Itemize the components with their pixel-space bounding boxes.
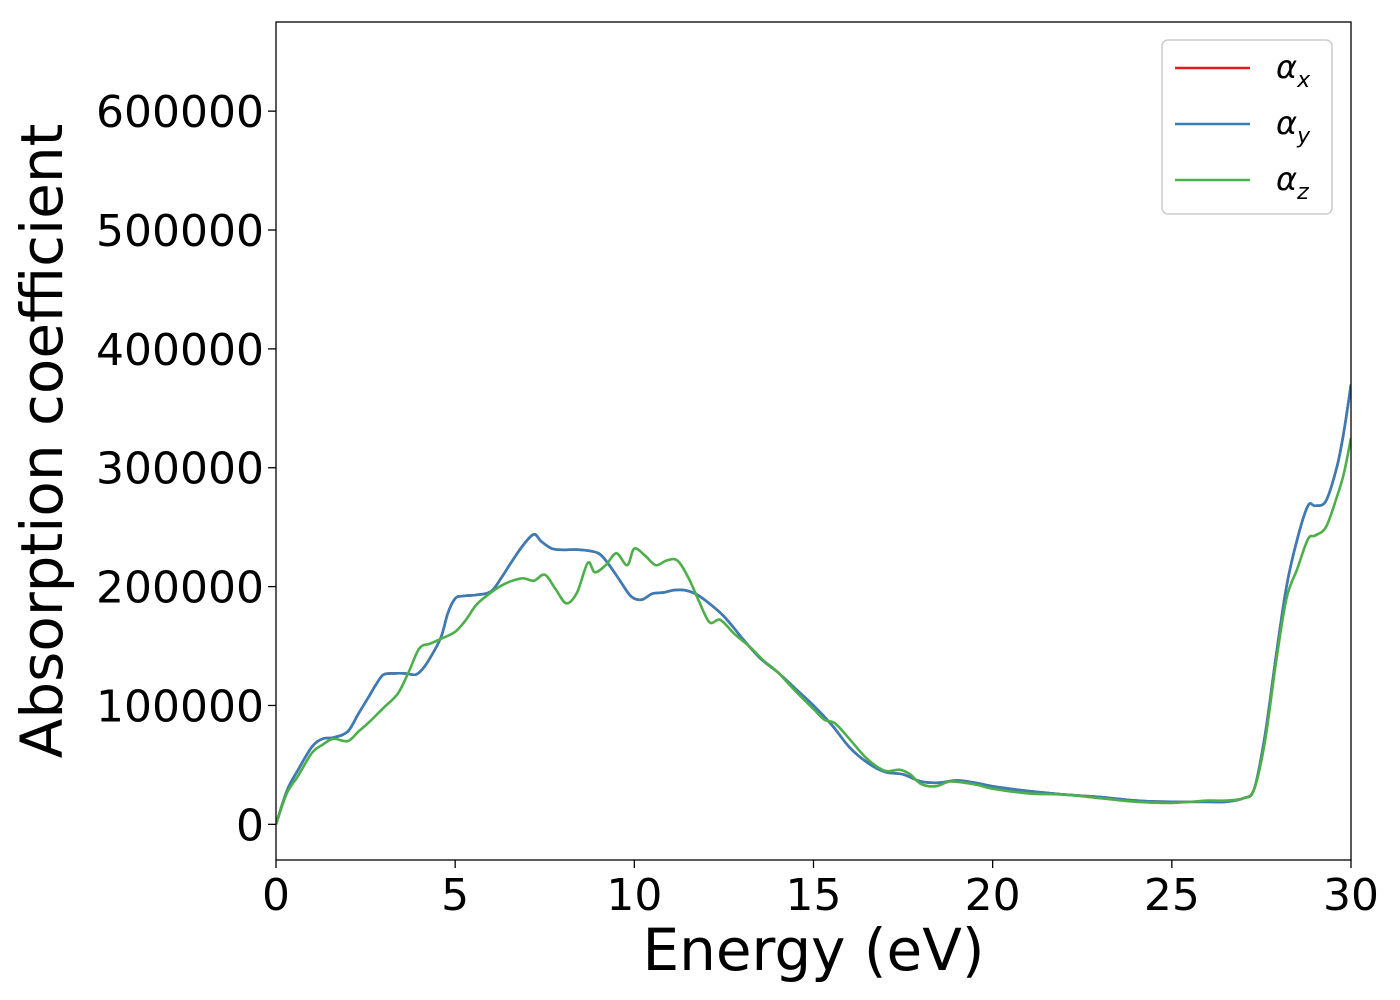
series-line-y <box>276 384 1351 825</box>
x-tick-label: 25 <box>1144 870 1200 921</box>
y-axis-label: Absorption coefficient <box>8 124 76 759</box>
y-tick-label: 500000 <box>96 206 264 257</box>
y-tick-label: 0 <box>236 800 264 851</box>
series-line-z <box>276 437 1351 825</box>
y-tick-label: 600000 <box>96 87 264 138</box>
y-tick-label: 400000 <box>96 325 264 376</box>
x-axis: 0 5 10 15 20 25 30 <box>262 860 1379 921</box>
x-tick-label: 30 <box>1323 870 1379 921</box>
x-tick-label: 10 <box>606 870 662 921</box>
x-tick-label: 15 <box>786 870 842 921</box>
y-tick-label: 200000 <box>96 563 264 614</box>
x-tick-label: 20 <box>965 870 1021 921</box>
y-tick-label: 300000 <box>96 444 264 495</box>
y-tick-label: 100000 <box>96 681 264 732</box>
series-line-x <box>276 384 1351 825</box>
x-axis-label: Energy (eV) <box>642 916 984 984</box>
legend-box <box>1161 39 1333 215</box>
y-axis: 0 100000 200000 300000 400000 500000 600000 <box>96 87 276 851</box>
x-tick-label: 0 <box>262 870 290 921</box>
series-layer <box>276 384 1351 825</box>
x-tick-label: 5 <box>441 870 469 921</box>
